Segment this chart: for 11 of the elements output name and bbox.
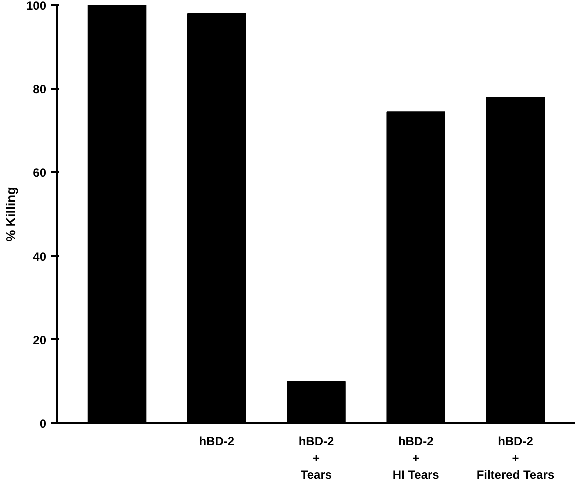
y-tick-label: 40	[33, 250, 47, 264]
x-tick-label: hBD-2 + HI Tears	[392, 434, 440, 482]
y-tick-label: 80	[33, 82, 47, 97]
x-tick-label: hBD-2 + Filtered Tears	[476, 434, 555, 482]
x-tick-label: hBD-2 + Tears	[298, 434, 334, 482]
y-tick-label: 60	[33, 166, 47, 180]
y-tick-label: 0	[40, 417, 47, 431]
x-tick-label: hBD-2	[199, 434, 235, 448]
y-tick-label: 100	[26, 0, 47, 13]
y-tick-label: 20	[33, 333, 47, 348]
y-axis-title: % Killing	[3, 186, 18, 242]
